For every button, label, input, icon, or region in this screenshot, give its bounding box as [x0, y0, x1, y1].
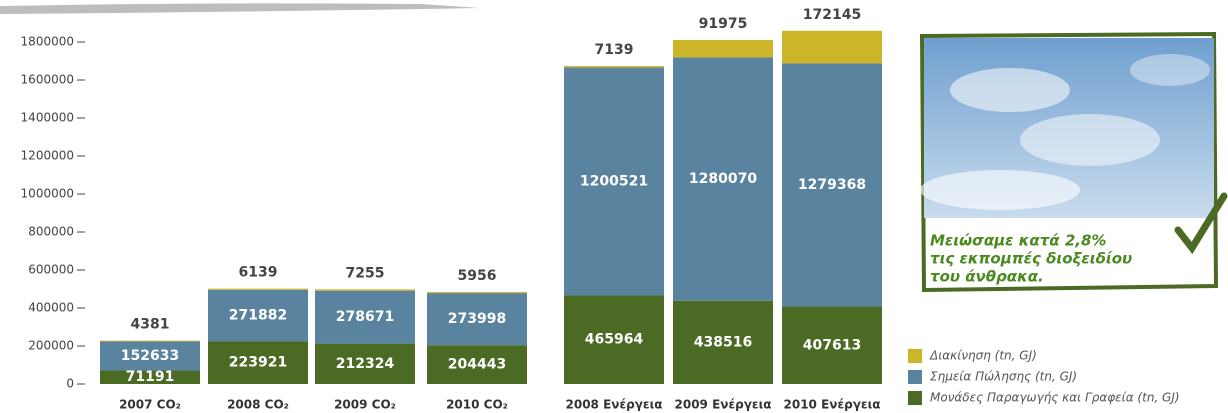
- bar-segment: [100, 340, 200, 342]
- bar-segment: [673, 300, 773, 384]
- bar-segment: [315, 289, 415, 291]
- bar-segment: [427, 293, 527, 346]
- bar-segment: [100, 341, 200, 371]
- y-tick-label: 200000: [28, 339, 74, 353]
- value-label: 6139: [239, 265, 278, 281]
- legend-swatch: [908, 391, 922, 405]
- annotation: τις εκπομπές διοξειδίου: [930, 250, 1132, 268]
- x-tick-label: 2009 Ενέργεια: [675, 398, 772, 412]
- bar-segment: [673, 57, 773, 301]
- bar-segment: [564, 66, 664, 68]
- value-label: 7139: [595, 42, 634, 58]
- value-label: 7255: [346, 265, 385, 281]
- bar-segment: [100, 370, 200, 384]
- value-label: 1280070: [689, 171, 757, 187]
- value-label: 271882: [229, 308, 287, 324]
- y-tick-label: 1600000: [21, 73, 74, 87]
- y-tick-label: 1000000: [21, 187, 74, 201]
- legend-swatch: [908, 349, 922, 363]
- y-tick-label: 600000: [28, 263, 74, 277]
- y-tick-label: 1200000: [21, 149, 74, 163]
- annotation: του άνθρακα.: [930, 268, 1044, 286]
- cloud: [1130, 54, 1210, 86]
- x-tick-label: 2008 CO₂: [227, 398, 289, 412]
- value-label: 172145: [803, 7, 861, 23]
- bar-segment: [315, 290, 415, 344]
- bar-segment: [427, 291, 527, 294]
- x-tick-label: 2008 Ενέργεια: [566, 398, 663, 412]
- value-label: 1279368: [798, 177, 866, 193]
- legend-label: Διακίνηση (tn, GJ): [929, 349, 1037, 363]
- bar-segment: [208, 289, 308, 342]
- bar-segment: [427, 345, 527, 384]
- cloud: [1020, 114, 1160, 166]
- cloud: [920, 170, 1080, 210]
- value-label: 438516: [694, 334, 752, 350]
- y-tick-label: 1400000: [21, 111, 74, 125]
- bar-segment: [208, 288, 308, 290]
- y-tick-label: 0: [66, 377, 74, 391]
- y-tick-label: 400000: [28, 301, 74, 315]
- legend-swatch: [908, 370, 922, 384]
- value-label: 152633: [121, 348, 179, 364]
- x-tick-label: 2009 CO₂: [334, 398, 396, 412]
- y-tick-label: 800000: [28, 225, 74, 239]
- value-label: 71191: [126, 369, 175, 385]
- value-label: 223921: [229, 355, 287, 371]
- value-label: 91975: [699, 16, 748, 32]
- bar-segment: [564, 295, 664, 384]
- bar-segment: [208, 341, 308, 384]
- value-label: 5956: [458, 268, 497, 284]
- bar-segment: [782, 306, 882, 384]
- x-tick-label: 2010 Ενέργεια: [784, 398, 881, 412]
- value-label: 1200521: [580, 173, 648, 189]
- x-tick-label: 2010 CO₂: [446, 398, 508, 412]
- info-panel: [919, 31, 1228, 293]
- y-tick-label: 1800000: [21, 35, 74, 49]
- value-label: 407613: [803, 337, 861, 353]
- legend-label: Σημεία Πώλησης (tn, GJ): [930, 370, 1077, 384]
- bar-segment: [782, 63, 882, 307]
- value-label: 4381: [131, 317, 170, 333]
- bar-segment: [564, 67, 664, 296]
- value-label: 212324: [336, 356, 395, 372]
- legend-label: Μονάδες Παραγωγής και Γραφεία (tn, GJ): [930, 391, 1180, 405]
- bar-segment: [315, 343, 415, 384]
- bar-segment: [782, 30, 882, 64]
- checkmark: [1174, 192, 1228, 255]
- value-label: 273998: [448, 311, 506, 327]
- bar-segment: [673, 39, 773, 58]
- value-label: 204443: [448, 357, 506, 373]
- x-tick-label: 2007 CO₂: [119, 398, 181, 412]
- value-label: 465964: [585, 332, 644, 348]
- cloud: [950, 68, 1070, 112]
- annotation: Μειώσαμε κατά 2,8%: [930, 232, 1106, 250]
- value-label: 278671: [336, 309, 394, 325]
- brush-stroke: [0, 3, 480, 15]
